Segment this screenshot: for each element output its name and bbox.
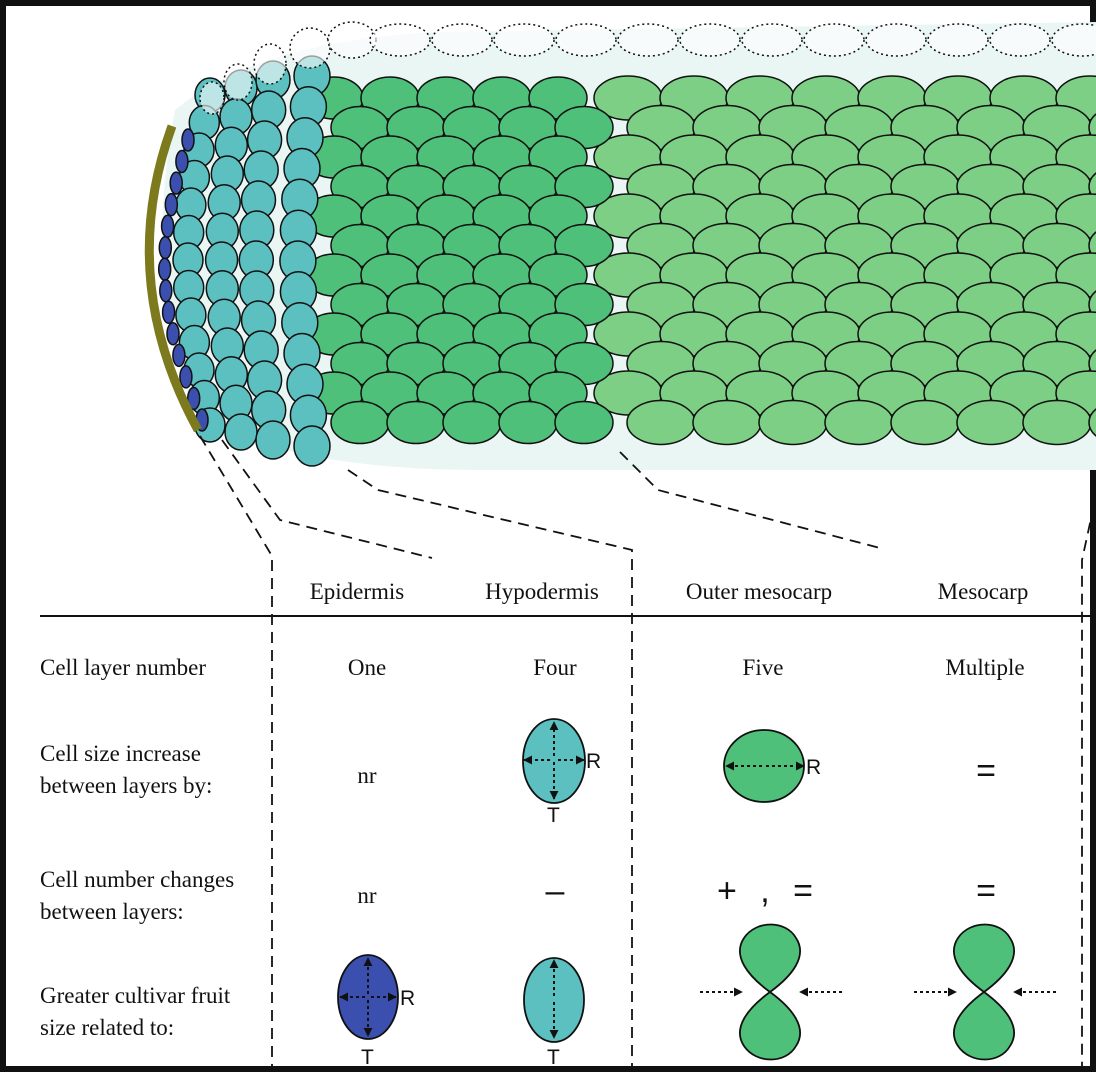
epidermis-tangential-label: T xyxy=(361,1046,374,1069)
hypodermis-number-changes: – xyxy=(545,872,565,910)
hypodermis-layer-number: Four xyxy=(533,655,577,680)
mesocarp-number-changes: = xyxy=(976,872,996,910)
mesocarp-cell xyxy=(692,399,762,446)
surface-cell-outline xyxy=(369,23,431,57)
row-label-number-changes-line1: Cell number changes xyxy=(40,867,235,892)
mesocarp-cell xyxy=(1088,113,1096,142)
mesocarp-cell xyxy=(956,399,1026,446)
epidermis-number-changes: nr xyxy=(357,883,377,908)
row-label-fruit-size-line2: size related to: xyxy=(40,1015,175,1040)
surface-cell-outline xyxy=(493,23,555,57)
leader-lines xyxy=(199,435,1095,1072)
hypodermis-cell xyxy=(224,413,258,451)
surface-cell-outline xyxy=(741,23,803,57)
mesocarp-cell xyxy=(824,399,894,446)
row-label-number-changes-line2: between layers: xyxy=(40,899,184,924)
leader-mesocarp xyxy=(1081,504,1095,1072)
mesocarp-fruit-size-cell xyxy=(914,923,1056,1061)
epidermis-cell xyxy=(164,192,179,217)
hypodermis-size-increase-cell: R T xyxy=(522,718,601,827)
surface-cell-outline xyxy=(199,81,225,115)
hypodermis-tangential-label: T xyxy=(547,804,560,827)
cuticle xyxy=(144,124,202,433)
mesocarp-cell xyxy=(1088,172,1096,201)
outer-mesocarp-size-increase-cell: R xyxy=(723,729,821,803)
epidermis-cell xyxy=(158,235,173,260)
surface-cell-outline xyxy=(989,23,1051,57)
mesocarp-cell xyxy=(626,399,696,446)
surface-cell-outline xyxy=(327,21,377,59)
surface-cell-outline xyxy=(253,43,287,85)
epidermis-cell xyxy=(181,128,195,152)
epidermis-cell xyxy=(175,149,189,174)
epidermis-fruit-size-cell: R T xyxy=(337,954,415,1069)
mesocarp-cell xyxy=(1088,408,1096,437)
mesocarp-size-increase: = xyxy=(976,752,996,790)
outer-mesocarp-cell xyxy=(442,400,502,445)
mesocarp-cell xyxy=(890,399,960,446)
column-header-mesocarp: Mesocarp xyxy=(937,579,1029,604)
surface-cell-outline xyxy=(431,23,493,57)
mesocarp-layer-number: Multiple xyxy=(945,655,1025,680)
surface-cell-outline xyxy=(865,23,927,57)
surface-cell-outline xyxy=(927,23,989,57)
mesocarp-cell xyxy=(758,399,828,446)
leader-epidermis-right xyxy=(221,439,433,559)
epidermis-cell xyxy=(159,279,173,303)
hypodermis-cell xyxy=(255,420,291,460)
surface-cell-outline xyxy=(555,23,617,57)
surface-cell-outline xyxy=(289,27,331,69)
outer-mesocarp-cell xyxy=(386,400,446,445)
column-header-hypodermis: Hypodermis xyxy=(485,579,599,604)
leader-epidermis-left xyxy=(199,435,273,1072)
epidermis-layer-number: One xyxy=(347,655,387,680)
epidermis-cell xyxy=(160,214,175,238)
epidermis-radial-label: R xyxy=(400,987,415,1010)
mesocarp-cell xyxy=(1022,399,1092,446)
cell-layers xyxy=(157,21,1096,467)
row-label-size-increase-line1: Cell size increase xyxy=(40,741,201,766)
mesocarp-cell xyxy=(1088,231,1096,260)
column-header-epidermis: Epidermis xyxy=(309,579,405,604)
epidermis-cell xyxy=(169,171,183,195)
outer-mesocarp-fruit-size-cell xyxy=(700,923,842,1061)
surface-cell-outline xyxy=(1051,23,1096,57)
row-label-layer-number: Cell layer number xyxy=(40,655,207,680)
epidermis-cell xyxy=(161,300,176,325)
epidermis-cell xyxy=(157,257,172,281)
surface-cell-outline xyxy=(803,23,865,57)
surface-cell-outline xyxy=(223,63,253,101)
row-label-size-increase-line2: between layers by: xyxy=(40,773,213,798)
outer-mesocarp-cell xyxy=(554,400,614,445)
leader-outer-mesocarp xyxy=(619,451,881,549)
surface-cell-outline xyxy=(617,23,679,57)
outer-mesocarp-radial-label: R xyxy=(806,756,821,779)
epidermis-cell xyxy=(172,343,186,368)
outer-mesocarp-number-changes: + , = xyxy=(716,872,814,910)
outer-mesocarp-cell xyxy=(330,400,390,445)
epidermis-cell xyxy=(179,365,193,389)
epidermis-cell xyxy=(166,322,180,346)
row-label-fruit-size-line1: Greater cultivar fruit xyxy=(40,983,231,1008)
leader-hypodermis xyxy=(347,469,633,1072)
hypodermis-cell xyxy=(293,425,331,467)
outer-mesocarp-cell xyxy=(498,400,558,445)
hypodermis-fruit-size-cell: T xyxy=(523,957,585,1069)
surface-cell-outline xyxy=(679,23,741,57)
column-header-outer-mesocarp: Outer mesocarp xyxy=(685,579,833,604)
epidermis-cell xyxy=(186,386,201,411)
hypodermis-radial-label: R xyxy=(586,750,601,773)
hypodermis-fruit-tangential-label: T xyxy=(547,1046,560,1069)
epidermis-size-increase: nr xyxy=(357,763,377,788)
mesocarp-cell xyxy=(1088,349,1096,378)
mesocarp-cell xyxy=(1088,290,1096,319)
outer-mesocarp-layer-number: Five xyxy=(742,655,784,680)
